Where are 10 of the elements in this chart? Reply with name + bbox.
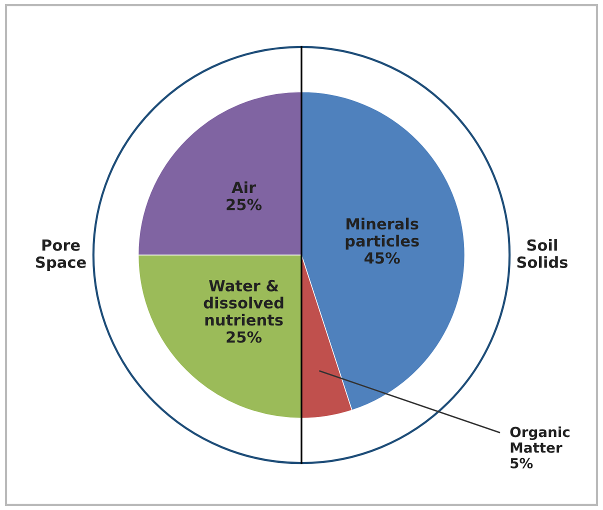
text: Soil Solids (517, 239, 568, 268)
data-label: 45% (364, 252, 400, 264)
text: Pore Space (36, 240, 86, 271)
slice-label: Minerals particles (346, 218, 419, 250)
data-label: 5% (510, 458, 533, 468)
slice-label: Air (232, 181, 256, 193)
data-label: 25% (226, 198, 262, 210)
data-label: 25% (226, 331, 262, 343)
slice-label: Water & dissolved nutrients (204, 280, 284, 326)
slice-label: Organic Matter (510, 426, 570, 453)
